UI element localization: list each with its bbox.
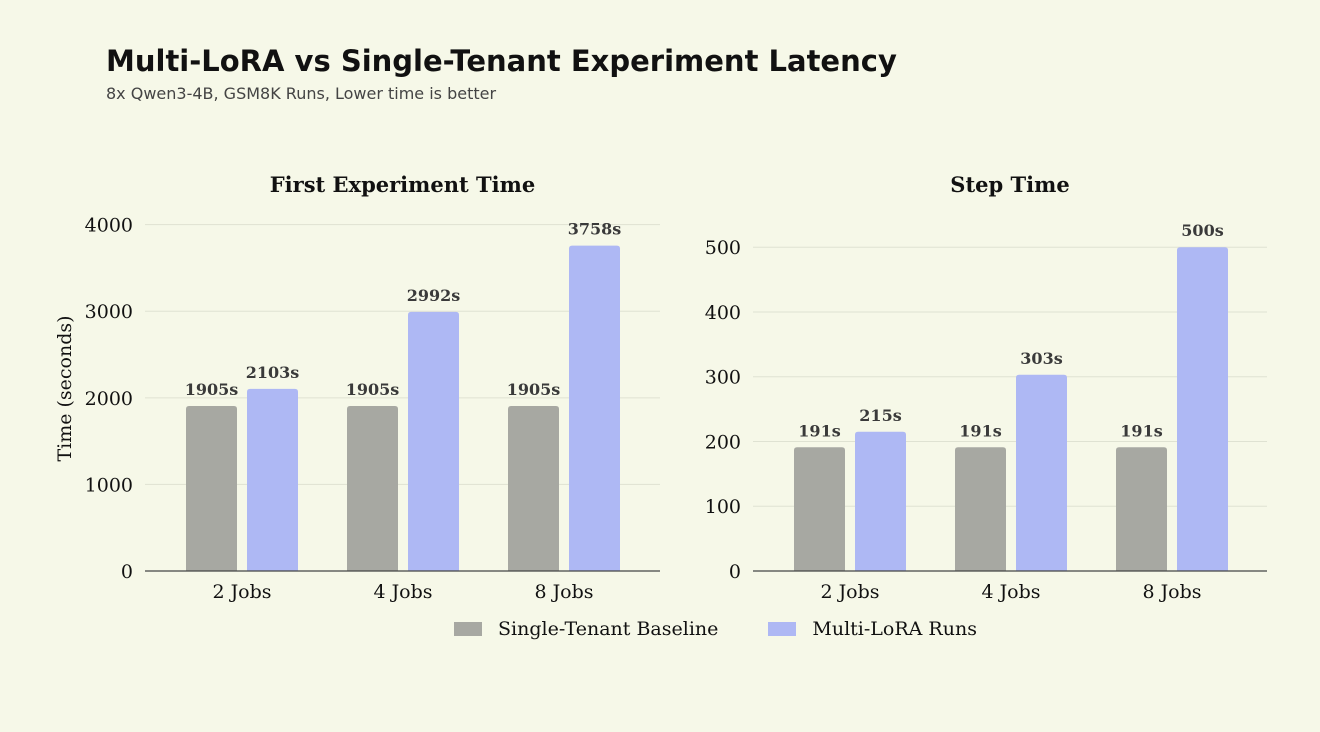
bar-1-1-1	[1016, 374, 1067, 571]
bar-1-0-1	[855, 431, 906, 571]
bar-1-2-0	[1116, 447, 1167, 571]
y-tick-label-0-4: 4000	[85, 215, 133, 237]
y-tick-label-0-0: 0	[121, 561, 133, 583]
bar-1-2-1	[1177, 247, 1228, 571]
data-label-0-0-0: 1905s	[185, 380, 239, 399]
bar-0-1-0	[347, 406, 398, 571]
bar-0-0-1	[247, 388, 298, 571]
data-label-1-1-1: 303s	[1020, 349, 1062, 368]
y-tick-label-1-1: 100	[705, 496, 741, 518]
legend-label-baseline: Single-Tenant Baseline	[498, 618, 719, 640]
y-axis-label-0: Time (seconds)	[54, 315, 76, 461]
data-label-1-1-0: 191s	[959, 421, 1001, 440]
bar-0-2-1	[569, 245, 620, 571]
legend-item-multilora: Multi-LoRA Runs	[768, 618, 977, 640]
chart-title: Multi-LoRA vs Single-Tenant Experiment L…	[106, 44, 897, 78]
legend: Single-Tenant Baseline Multi-LoRA Runs	[454, 618, 1027, 640]
x-tick-label-0-0: 2 Jobs	[212, 581, 271, 603]
bar-1-1-0	[955, 447, 1006, 571]
y-tick-label-1-4: 400	[705, 302, 741, 324]
data-label-1-2-0: 191s	[1120, 421, 1162, 440]
bar-1-0-0	[794, 447, 845, 571]
bar-0-2-0	[508, 406, 559, 571]
legend-swatch-baseline	[454, 622, 482, 636]
legend-item-baseline: Single-Tenant Baseline	[454, 618, 718, 640]
legend-swatch-multilora	[768, 622, 797, 636]
x-tick-label-0-2: 8 Jobs	[534, 581, 593, 603]
panel-title-1: Step Time	[950, 172, 1069, 197]
x-tick-label-1-1: 4 Jobs	[981, 581, 1040, 603]
data-label-0-0-1: 2103s	[246, 363, 300, 382]
chart-subtitle: 8x Qwen3-4B, GSM8K Runs, Lower time is b…	[106, 84, 497, 103]
panel-title-0: First Experiment Time	[270, 172, 535, 197]
x-tick-label-0-1: 4 Jobs	[373, 581, 432, 603]
data-label-0-2-0: 1905s	[507, 380, 561, 399]
data-label-0-2-1: 3758s	[568, 220, 622, 239]
x-tick-label-1-2: 8 Jobs	[1142, 581, 1201, 603]
y-tick-label-1-2: 200	[705, 431, 741, 453]
legend-label-multilora: Multi-LoRA Runs	[812, 618, 977, 640]
y-tick-label-0-2: 2000	[85, 388, 133, 410]
y-tick-label-0-1: 1000	[85, 474, 133, 496]
y-tick-label-1-0: 0	[729, 561, 741, 583]
data-label-0-1-0: 1905s	[346, 380, 400, 399]
y-tick-label-0-3: 3000	[85, 301, 133, 323]
bar-0-0-0	[186, 406, 237, 571]
data-label-0-1-1: 2992s	[407, 286, 461, 305]
y-tick-label-1-5: 500	[705, 237, 741, 259]
y-tick-label-1-3: 300	[705, 367, 741, 389]
data-label-1-2-1: 500s	[1181, 221, 1223, 240]
bar-0-1-1	[408, 311, 459, 571]
data-label-1-0-0: 191s	[798, 421, 840, 440]
x-tick-label-1-0: 2 Jobs	[820, 581, 879, 603]
data-label-1-0-1: 215s	[859, 406, 901, 425]
